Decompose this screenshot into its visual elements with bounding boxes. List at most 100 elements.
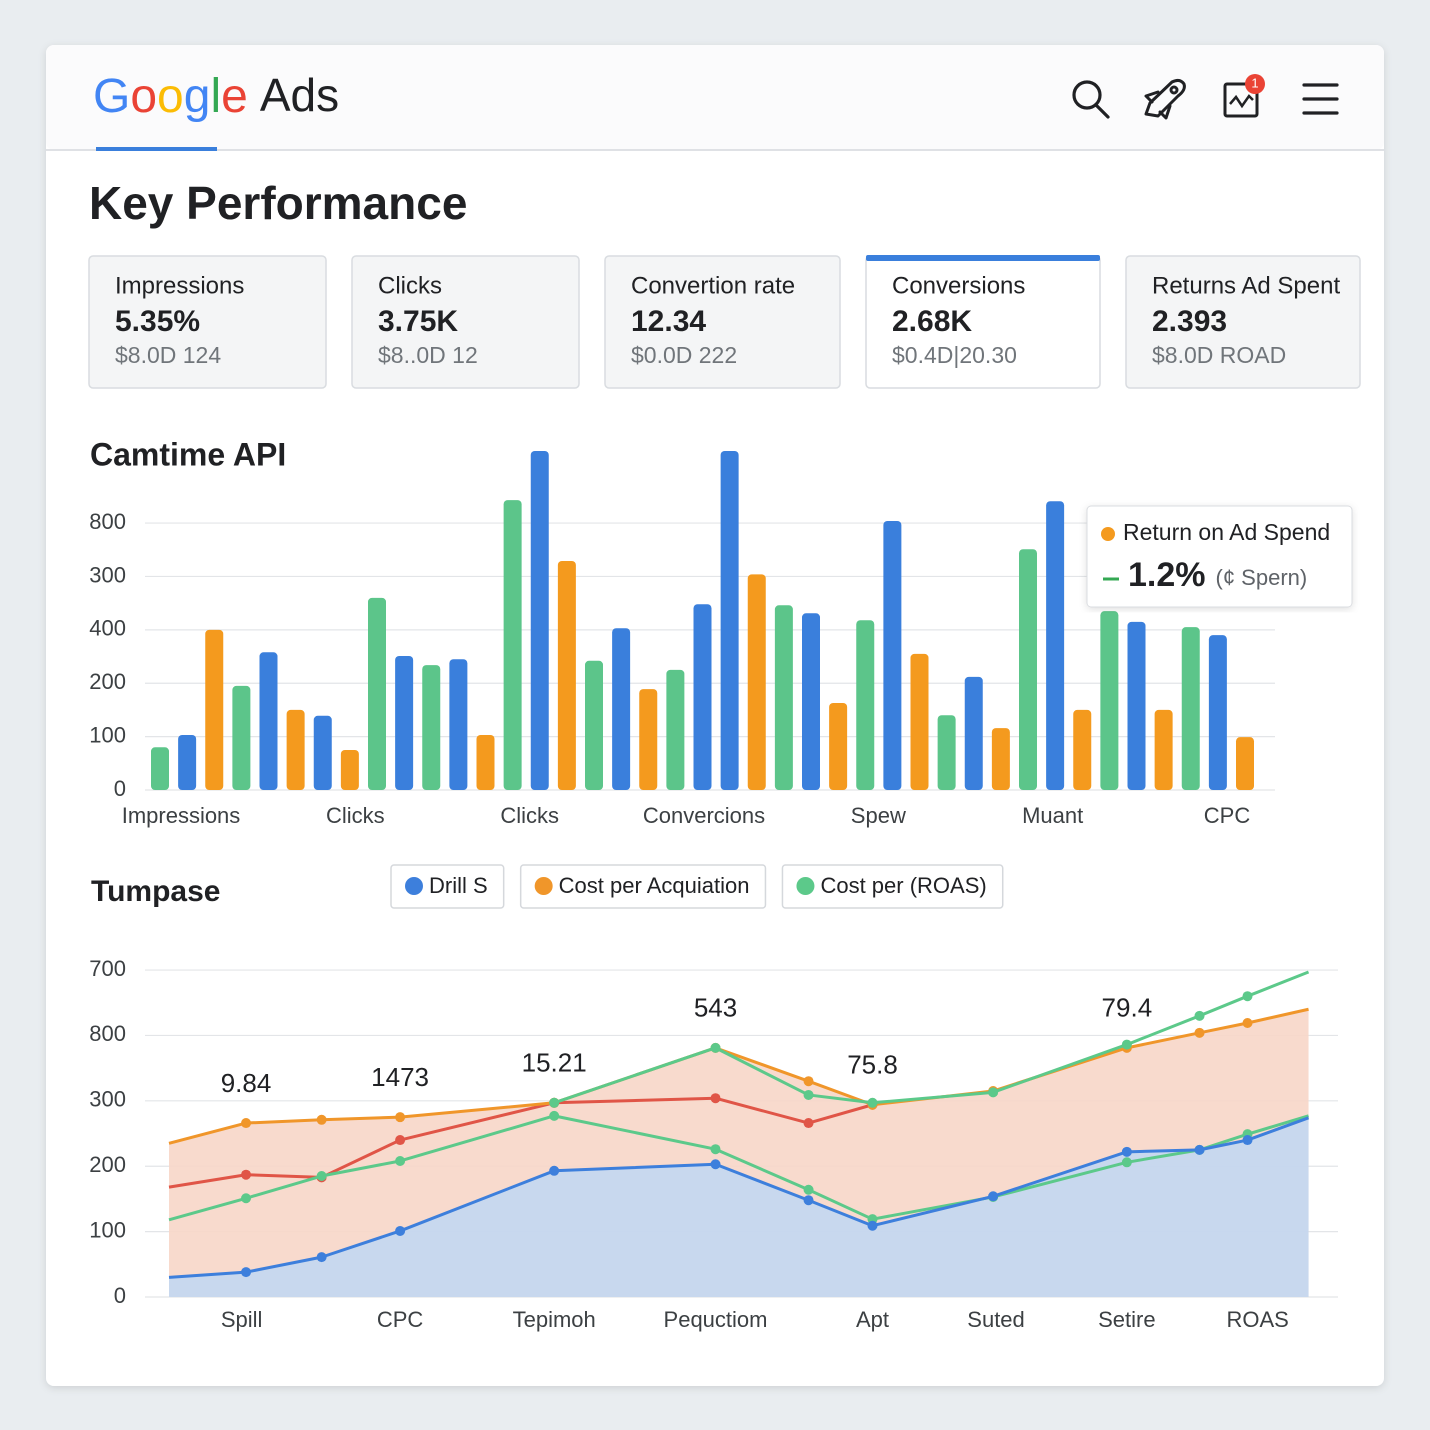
point — [1194, 1027, 1205, 1038]
header-bar — [46, 45, 1384, 150]
callout-dot — [1101, 527, 1115, 541]
notification-count: 1 — [1251, 75, 1258, 90]
bar — [151, 747, 169, 790]
kpi-label: Impressions — [115, 272, 244, 299]
bar — [639, 689, 658, 790]
point — [1121, 1146, 1132, 1157]
logo-letter: l — [210, 70, 221, 123]
point — [710, 1042, 721, 1053]
bar — [585, 660, 603, 790]
bar — [747, 574, 766, 790]
point — [395, 1225, 406, 1236]
bar — [557, 560, 576, 790]
point — [241, 1169, 252, 1180]
point — [710, 1144, 721, 1155]
bar — [1208, 635, 1227, 790]
x-tick-label: Spew — [851, 803, 906, 828]
bar — [313, 715, 332, 790]
y-tick-label: 800 — [89, 1021, 126, 1046]
bar — [802, 613, 820, 790]
y-tick-label: 300 — [89, 562, 126, 587]
legend-label: Drill S — [429, 873, 488, 898]
legend-dot — [534, 877, 553, 895]
bar — [205, 629, 224, 790]
bar — [1127, 621, 1146, 790]
legend-item[interactable]: Cost per Acquiation — [519, 864, 767, 909]
legend-item[interactable]: Cost per (ROAS) — [781, 864, 1004, 909]
bar — [232, 685, 251, 790]
bar — [856, 620, 875, 790]
logo-letter: o — [157, 70, 184, 123]
bar — [395, 656, 414, 790]
kpi-label: Returns Ad Spent — [1152, 272, 1340, 299]
y-tick-label: 200 — [89, 1152, 126, 1177]
point — [1242, 991, 1253, 1002]
search-icon[interactable] — [1072, 80, 1110, 119]
point — [316, 1171, 327, 1182]
x-tick-label: Clicks — [326, 803, 385, 828]
callout-note: (¢ Spern) — [1216, 565, 1308, 590]
y-tick-label: 800 — [89, 509, 126, 534]
point — [710, 1159, 721, 1170]
bar — [964, 676, 983, 790]
legend-item[interactable]: Drill S — [390, 864, 505, 909]
x-tick-label: Tepimoh — [513, 1307, 596, 1332]
legend-box — [390, 864, 505, 909]
kpi-label: Convertion rate — [631, 272, 795, 299]
kpi-card[interactable] — [1125, 255, 1361, 389]
x-tick-label: CPC — [377, 1307, 424, 1332]
point — [1194, 1010, 1205, 1021]
annotation: 75.8 — [847, 1050, 898, 1080]
bar — [937, 715, 956, 790]
chart-title: Tumpase — [91, 875, 220, 908]
x-tick-label: Clicks — [500, 803, 559, 828]
y-tick-label: 300 — [89, 1087, 126, 1112]
logo-letter: o — [130, 70, 157, 123]
x-tick-label: Pequctiom — [664, 1307, 768, 1332]
logo-letter: G — [93, 70, 130, 123]
bar — [693, 604, 712, 790]
y-tick-label: 100 — [89, 1217, 126, 1242]
kpi-label: Clicks — [378, 272, 442, 299]
point — [1242, 1018, 1253, 1029]
page-title: Key Performance — [89, 177, 467, 229]
bar — [991, 728, 1010, 790]
logo-product: Ads — [260, 69, 339, 121]
x-tick-label: Spill — [221, 1307, 263, 1332]
legend-dot — [405, 877, 423, 895]
x-tick-label: Convercions — [643, 803, 765, 828]
kpi-card[interactable] — [88, 255, 327, 389]
rocket-icon[interactable] — [1144, 78, 1186, 120]
bar — [476, 735, 495, 790]
point — [241, 1118, 252, 1129]
kpi-card[interactable] — [604, 255, 841, 389]
bar — [340, 749, 359, 790]
kpi-card[interactable] — [351, 255, 580, 389]
point — [1121, 1157, 1132, 1168]
bar — [503, 500, 522, 790]
callout-label: Return on Ad Spend — [1123, 519, 1330, 545]
bar — [829, 702, 848, 790]
point — [316, 1114, 327, 1125]
bar — [449, 659, 468, 790]
point — [803, 1184, 814, 1195]
bar — [422, 665, 441, 790]
point — [549, 1110, 560, 1121]
x-tick-label: Apt — [856, 1307, 889, 1332]
y-tick-label: 0 — [114, 1283, 126, 1308]
legend-box — [519, 864, 767, 909]
menu-icon[interactable] — [1302, 83, 1339, 115]
bar — [368, 597, 386, 790]
kpi-sub: $0.4D|20.30 — [892, 342, 1017, 368]
bar — [883, 520, 902, 790]
point — [395, 1135, 406, 1146]
legend-box — [781, 864, 1004, 909]
reports-icon[interactable]: 1 — [1223, 74, 1265, 118]
point — [241, 1193, 252, 1204]
point — [803, 1195, 814, 1206]
bar — [530, 451, 549, 790]
bar — [774, 605, 793, 790]
kpi-sub: $0.0D 222 — [631, 342, 737, 368]
y-tick-label: 700 — [89, 956, 126, 981]
